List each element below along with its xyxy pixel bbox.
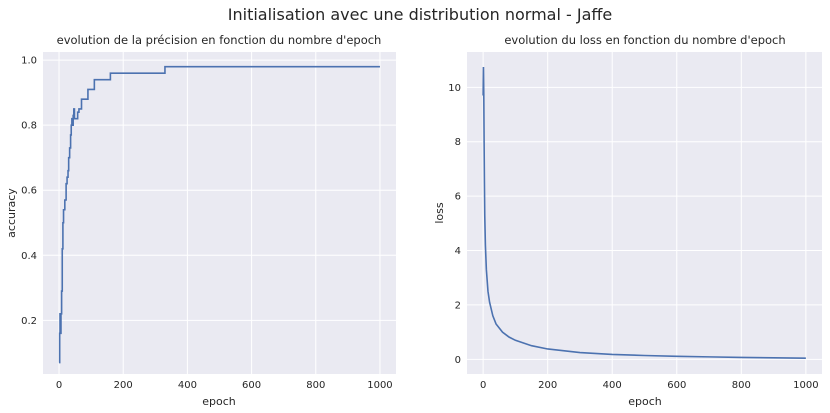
loss-x-tick-label: 400 [603, 380, 622, 391]
figure-title: Initialisation avec une distribution nor… [228, 5, 612, 24]
accuracy-x-axis-label: epoch [202, 395, 236, 408]
accuracy-plot-area [43, 52, 396, 374]
accuracy-tick-labels: 0 200 400 600 800 1000 0.2 0.4 0.6 0.8 1.0 [21, 56, 393, 391]
loss-y-tick-label: 2 [455, 300, 461, 311]
loss-tick-labels: 0 200 400 600 800 1000 0 2 4 6 8 10 [448, 83, 818, 391]
accuracy-y-tick-label: 1.0 [21, 56, 37, 67]
loss-y-tick-label: 10 [448, 83, 461, 94]
accuracy-x-tick-label: 800 [306, 380, 325, 391]
loss-x-tick-label: 600 [667, 380, 686, 391]
loss-x-tick-label: 800 [732, 380, 751, 391]
loss-chart-title: evolution du loss en fonction du nombre … [504, 33, 785, 47]
accuracy-x-tick-label: 1000 [367, 380, 392, 391]
accuracy-subplot: evolution de la précision en fonction du… [5, 33, 396, 408]
loss-x-tick-label: 200 [538, 380, 557, 391]
accuracy-gridlines [43, 52, 396, 374]
accuracy-x-tick-label: 0 [56, 380, 62, 391]
accuracy-y-axis-label: accuracy [5, 188, 18, 238]
accuracy-y-tick-label: 0.8 [21, 121, 37, 132]
loss-y-tick-label: 4 [455, 246, 461, 257]
loss-x-axis-label: epoch [628, 395, 662, 408]
accuracy-x-tick-label: 600 [242, 380, 261, 391]
accuracy-x-tick-label: 200 [114, 380, 133, 391]
loss-gridlines [467, 52, 822, 374]
accuracy-chart-title: evolution de la précision en fonction du… [57, 33, 382, 47]
loss-y-axis-label: loss [433, 202, 446, 224]
accuracy-y-tick-label: 0.6 [21, 186, 37, 197]
accuracy-y-tick-label: 0.2 [21, 316, 37, 327]
loss-x-tick-label: 0 [480, 380, 486, 391]
loss-subplot: evolution du loss en fonction du nombre … [433, 33, 822, 408]
loss-y-tick-label: 8 [455, 137, 461, 148]
loss-plot-area [467, 52, 822, 374]
loss-x-tick-label: 1000 [793, 380, 818, 391]
loss-y-tick-label: 0 [455, 355, 461, 366]
accuracy-y-tick-label: 0.4 [21, 251, 37, 262]
accuracy-series-line [58, 65, 380, 364]
loss-series-line [482, 66, 806, 360]
loss-y-tick-label: 6 [455, 192, 461, 203]
accuracy-x-tick-label: 400 [178, 380, 197, 391]
